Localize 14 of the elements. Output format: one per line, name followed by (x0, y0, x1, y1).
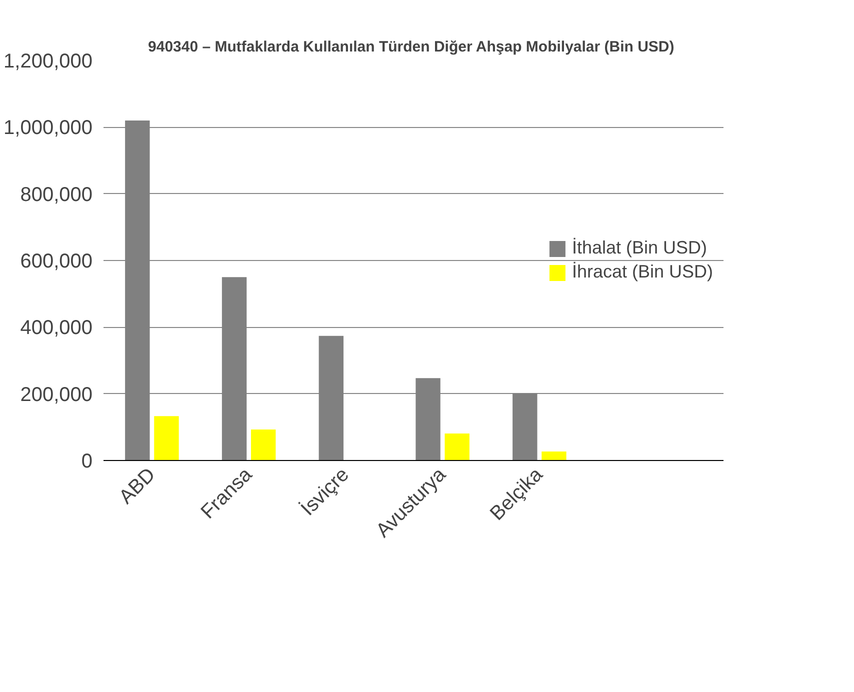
y-tick-label: 200,000 (20, 384, 92, 406)
chart-title: 940340 – Mutfaklarda Kullanılan Türden Diğer Ahşap Mobilyalar (Bin USD) (148, 38, 674, 56)
y-tick-label: 600,000 (20, 250, 92, 272)
bar (250, 430, 276, 460)
bar (154, 416, 179, 460)
y-tick-label: 1,000,000 (4, 117, 93, 140)
bar (444, 434, 470, 460)
y-tick-label: 0 (81, 450, 92, 472)
y-tick-label: 400,000 (20, 317, 92, 340)
y-tick-label: 800,000 (20, 184, 92, 206)
y-tick-label: 1,200,000 (4, 50, 93, 72)
bar (542, 452, 566, 460)
legend-label: İthalat (Bin USD) (572, 238, 707, 258)
legend-label: İhracat (Bin USD) (572, 262, 713, 282)
